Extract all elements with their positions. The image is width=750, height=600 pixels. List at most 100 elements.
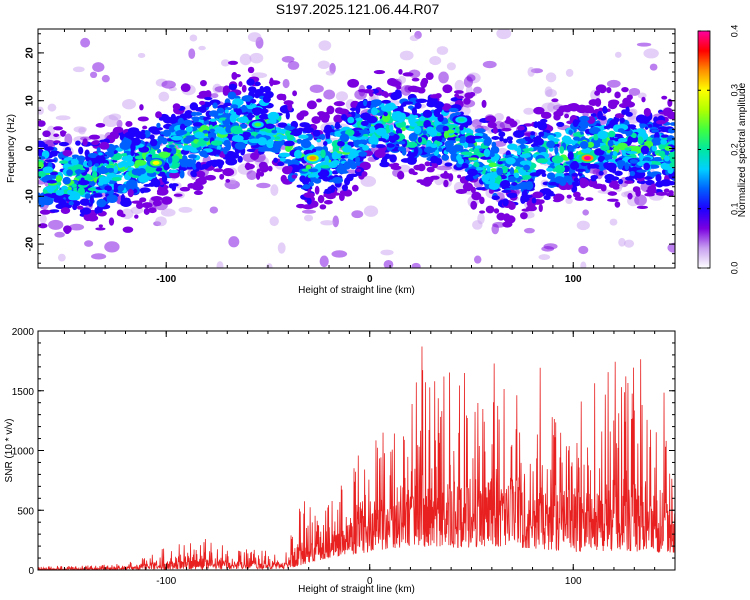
- heatmap-cell: [655, 181, 664, 188]
- heatmap-cell: [590, 174, 599, 180]
- heatmap-cell: [373, 69, 386, 75]
- heatmap-cell: [614, 51, 622, 58]
- heatmap-cell: [287, 102, 293, 112]
- heatmap-cell: [443, 179, 449, 188]
- heatmap-cell: [59, 130, 67, 135]
- heatmap-cell: [170, 135, 183, 141]
- colorbar-tick-label: 0.1: [729, 202, 739, 215]
- heatmap-cell: [53, 133, 60, 138]
- heatmap-cell: [203, 137, 210, 141]
- heatmap-cell: [309, 200, 319, 208]
- heatmap-cell: [203, 116, 208, 121]
- heatmap-cell: [99, 141, 110, 150]
- heatmap-cell: [433, 108, 441, 118]
- heatmap-cell: [422, 109, 433, 118]
- heatmap-cell: [576, 220, 590, 231]
- heatmap-cell: [593, 134, 599, 141]
- y-tick-label: 0: [28, 566, 34, 577]
- heatmap-cell: [347, 141, 356, 146]
- heatmap-cell: [608, 182, 620, 188]
- heatmap-cell: [329, 132, 335, 136]
- heatmap-cell: [323, 193, 328, 198]
- heatmap-cell: [122, 226, 134, 233]
- heatmap-cell: [188, 48, 196, 60]
- heatmap-cell: [398, 112, 406, 120]
- heatmap-cell: [639, 152, 644, 162]
- heatmap-cell: [517, 125, 525, 131]
- heatmap-cell: [551, 155, 564, 164]
- heatmap-cell: [188, 154, 197, 159]
- heatmap-cell: [441, 154, 449, 161]
- heatmap-cell: [265, 123, 275, 129]
- heatmap-cell: [306, 100, 317, 110]
- heatmap-cell: [142, 125, 148, 130]
- heatmap-cell: [301, 168, 311, 172]
- heatmap-cell: [520, 212, 528, 220]
- heatmap-cell: [69, 223, 85, 231]
- heatmap-cell: [521, 208, 531, 212]
- heatmap-cell: [402, 101, 414, 105]
- heatmap-cell: [636, 42, 652, 47]
- heatmap-cell: [568, 129, 573, 135]
- heatmap-cell: [266, 139, 275, 149]
- heatmap-cell: [157, 186, 165, 191]
- y-axis-label: SNR (10 * v/v): [4, 419, 15, 483]
- heatmap-cell: [281, 55, 295, 63]
- heatmap-cell: [474, 132, 484, 137]
- heatmap-cell: [82, 138, 88, 146]
- heatmap-cell: [546, 167, 554, 172]
- heatmap-cell: [475, 128, 486, 134]
- heatmap-cell: [508, 201, 516, 210]
- heatmap-cell: [537, 199, 545, 204]
- heatmap-cell: [621, 86, 629, 93]
- heatmap-cell: [493, 208, 500, 214]
- heatmap-cell: [330, 184, 336, 194]
- hotspot-core: [309, 156, 317, 161]
- heatmap-cell: [163, 162, 170, 171]
- heatmap-cell: [380, 249, 394, 256]
- heatmap-cell: [321, 171, 327, 179]
- heatmap-cell: [655, 173, 662, 182]
- heatmap-cell: [152, 200, 162, 207]
- heatmap-cell: [579, 141, 589, 149]
- heatmap-cell: [519, 170, 527, 176]
- x-tick-label: -100: [156, 274, 176, 285]
- heatmap-cell: [98, 152, 103, 156]
- heatmap-cell: [483, 138, 491, 147]
- heatmap-cell: [598, 86, 607, 94]
- heatmap-cells: [38, 29, 675, 268]
- heatmap-cell: [148, 207, 157, 214]
- heatmap-cell: [134, 214, 139, 219]
- heatmap-cell: [444, 162, 453, 167]
- heatmap-cell: [254, 81, 261, 87]
- heatmap-cell: [263, 86, 271, 94]
- heatmap-cell: [78, 127, 86, 135]
- heatmap-cell: [624, 162, 630, 171]
- heatmap-cell: [287, 60, 300, 70]
- heatmap-cell: [216, 261, 224, 268]
- heatmap-cell: [643, 162, 651, 171]
- heatmap-cell: [156, 191, 168, 196]
- heatmap-cell: [61, 194, 69, 198]
- heatmap-cell: [105, 164, 115, 169]
- heatmap-cell: [554, 146, 559, 155]
- heatmap-cell: [646, 188, 655, 194]
- heatmap-cell: [603, 162, 610, 169]
- heatmap-cell: [195, 170, 206, 178]
- heatmap-cell: [182, 145, 193, 151]
- heatmap-cell: [55, 115, 71, 121]
- heatmap-cell: [523, 227, 535, 234]
- heatmap-cell: [402, 72, 414, 77]
- heatmap-cell: [209, 128, 216, 133]
- heatmap-cell: [496, 128, 502, 133]
- heatmap-cell: [538, 131, 545, 137]
- heatmap-cell: [438, 71, 449, 84]
- heatmap-cell: [500, 127, 512, 132]
- heatmap-cell: [256, 168, 261, 174]
- heatmap-cell: [104, 241, 120, 253]
- heatmap-cell: [444, 140, 454, 148]
- heatmap-cell: [607, 130, 616, 138]
- heatmap-cell: [502, 198, 509, 207]
- heatmap-cell: [366, 115, 378, 124]
- heatmap-cell: [325, 70, 335, 76]
